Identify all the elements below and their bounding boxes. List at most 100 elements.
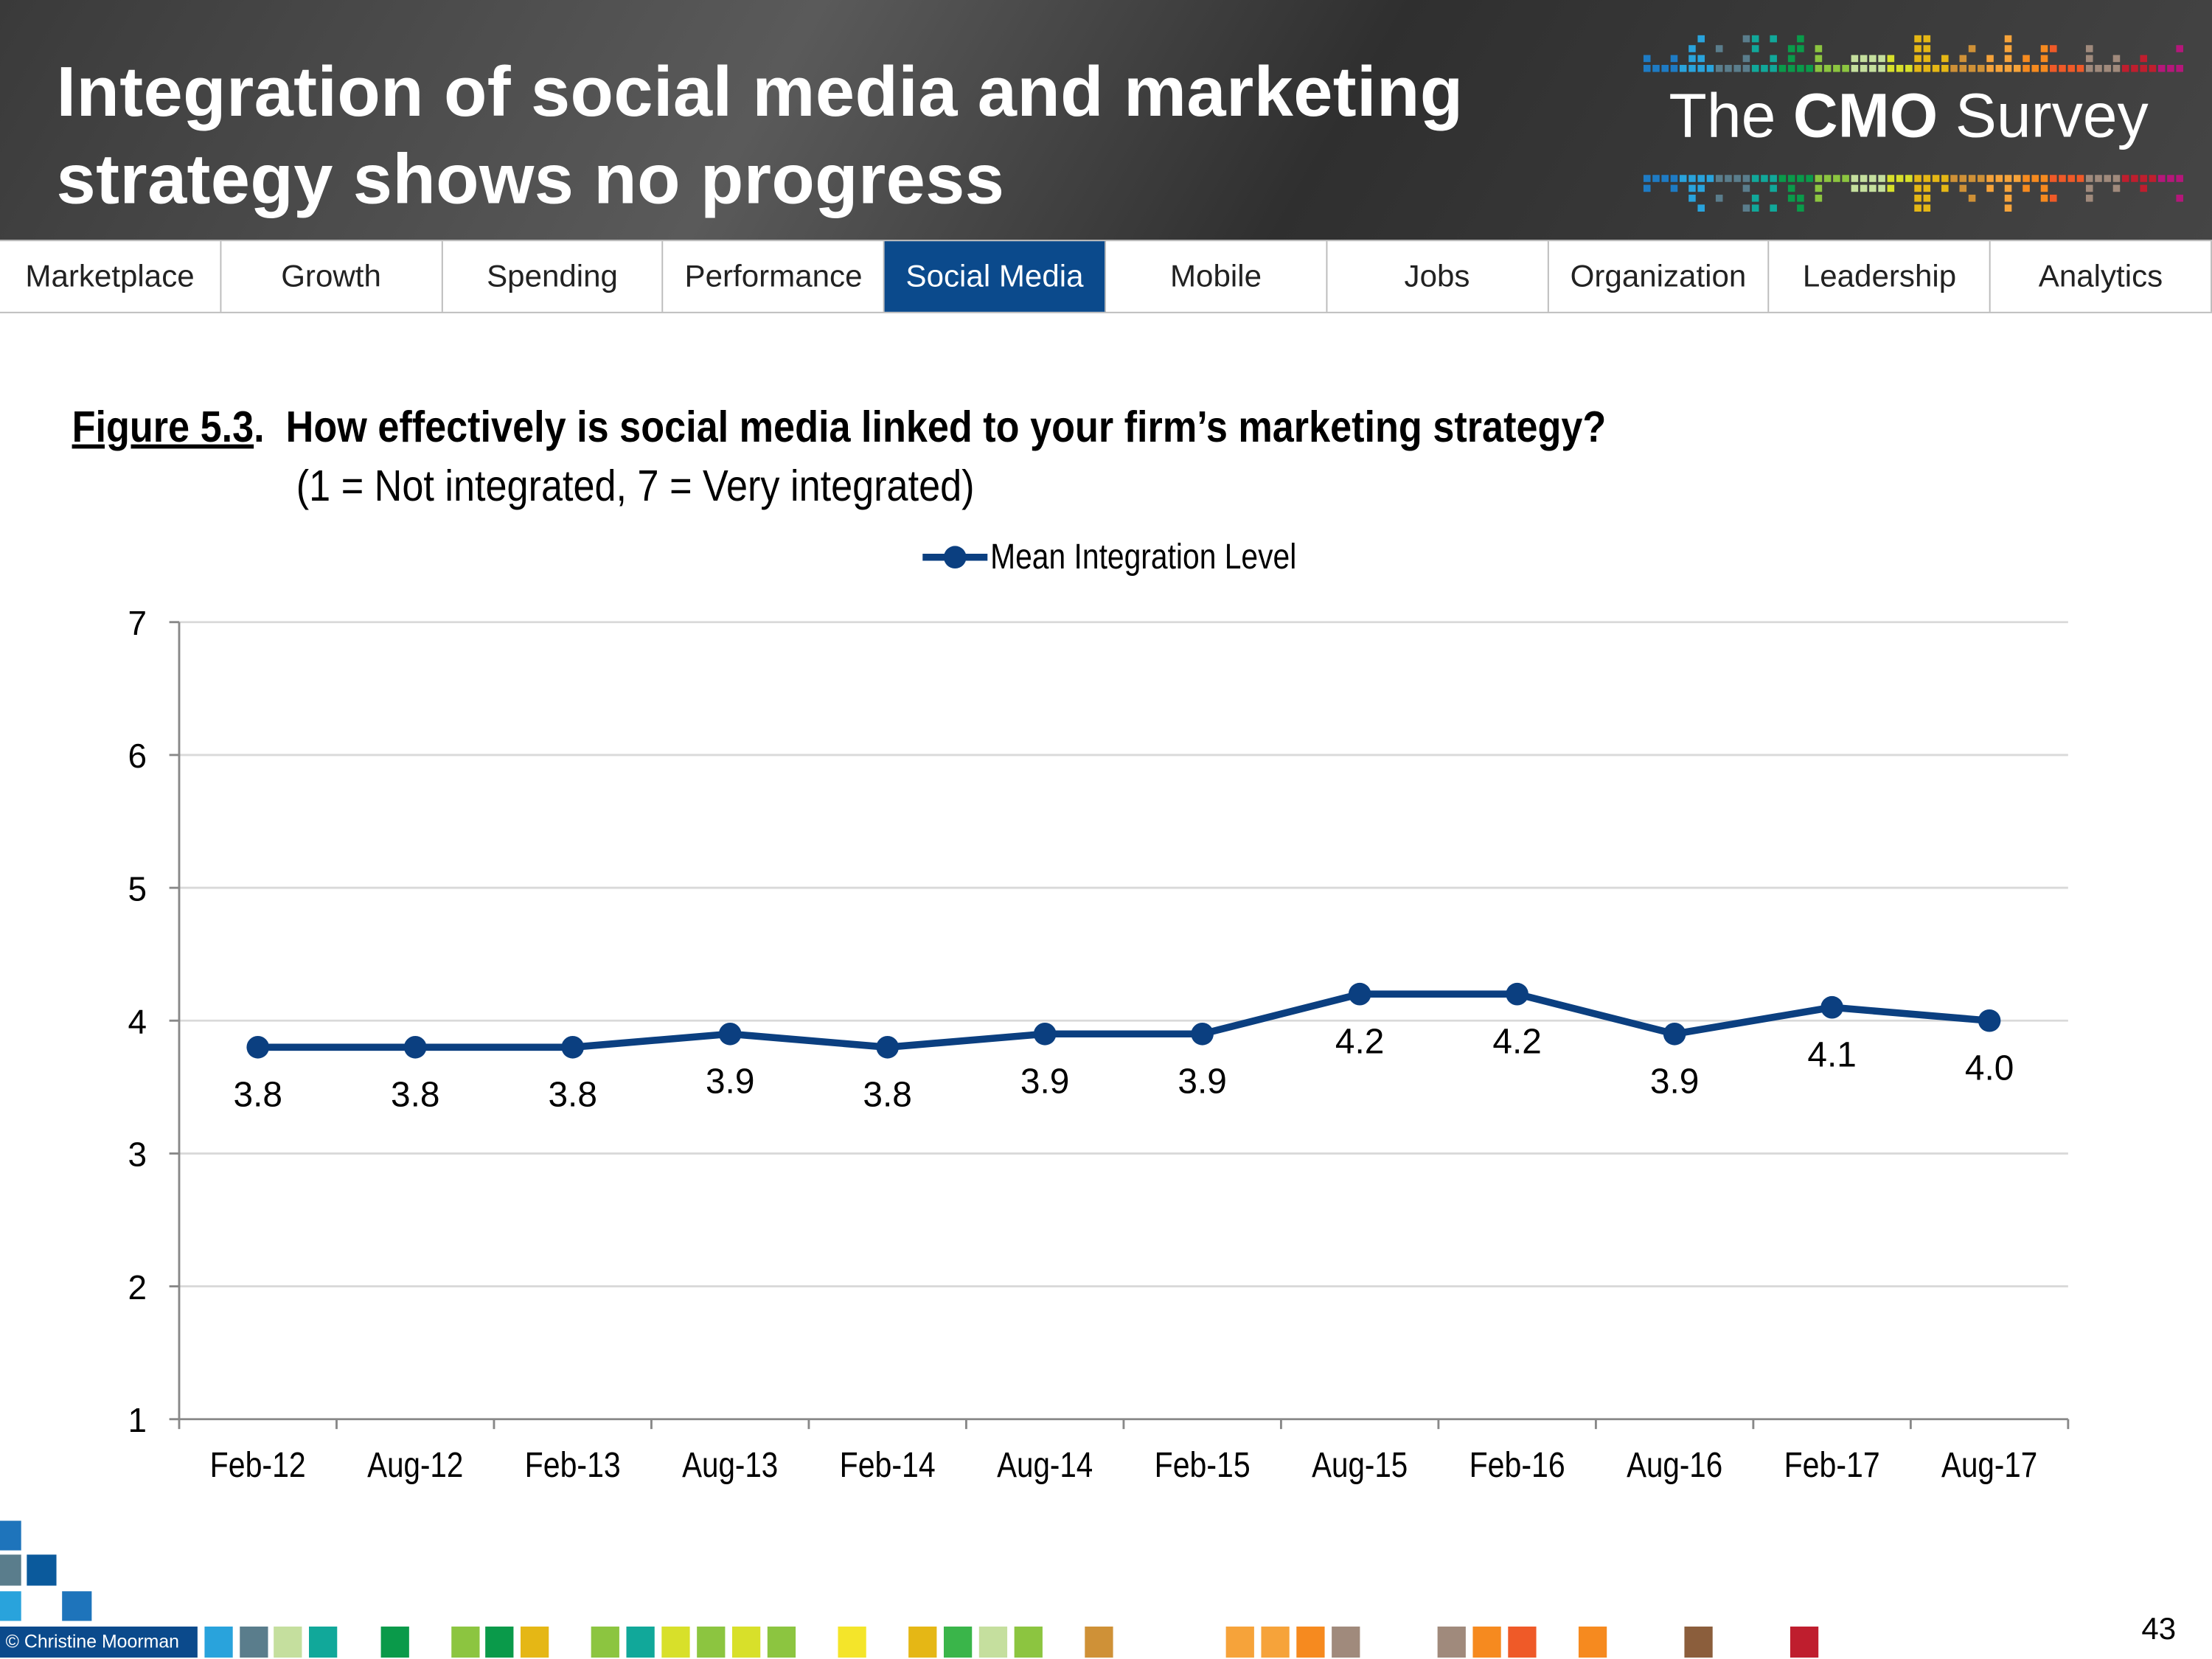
logo-pixel — [2049, 45, 2057, 52]
logo-pixel — [2112, 65, 2121, 72]
logo-pixel — [2040, 175, 2048, 182]
data-point — [1663, 1022, 1686, 1046]
logo-pixel — [1914, 55, 1921, 63]
logo-pixel — [2023, 55, 2030, 63]
logo-pixel — [2023, 65, 2030, 72]
decorative-square — [943, 1627, 973, 1658]
logo-pixel — [1688, 55, 1696, 63]
data-label: 3.9 — [706, 1062, 755, 1102]
x-tick-label: Feb-12 — [210, 1446, 306, 1485]
logo-pixel — [1742, 175, 1750, 182]
decorative-square — [1296, 1627, 1325, 1658]
logo-pixel — [1914, 175, 1921, 182]
decorative-square — [62, 1591, 92, 1621]
tab-marketplace[interactable]: Marketplace — [0, 241, 221, 312]
logo-pixel — [1770, 65, 1777, 72]
logo-pixel — [1787, 45, 1795, 52]
logo-pixel — [2067, 65, 2076, 72]
logo-pixel — [1833, 175, 1840, 182]
logo-pixel — [1986, 55, 1994, 63]
figure-question: How effectively is social media linked t… — [285, 402, 1607, 452]
logo-pixel — [2176, 175, 2183, 182]
data-label: 4.2 — [1335, 1023, 1385, 1062]
tab-jobs[interactable]: Jobs — [1327, 241, 1548, 312]
tab-organization[interactable]: Organization — [1548, 241, 1770, 312]
logo-pixel — [2112, 55, 2121, 63]
logo-pixel — [1797, 195, 1804, 202]
decorative-square — [591, 1627, 619, 1658]
logo-pixel — [2040, 45, 2048, 52]
decorative-square — [27, 1554, 57, 1586]
logo-pixel — [1778, 175, 1787, 182]
x-tick-label: Feb-14 — [840, 1446, 936, 1485]
logo-pixel — [1697, 65, 1705, 72]
logo-pixel — [1823, 175, 1832, 182]
logo-pixel — [2059, 175, 2066, 182]
decorative-square — [1508, 1627, 1537, 1658]
logo-pixel — [1697, 184, 1705, 192]
logo-pixel — [2112, 184, 2121, 192]
logo-pixel — [2004, 55, 2012, 63]
logo-pixel — [1697, 35, 1705, 43]
tab-spending[interactable]: Spending — [442, 241, 664, 312]
logo-pixel — [1643, 184, 1651, 192]
x-tick-label: Aug-12 — [367, 1446, 463, 1485]
logo-pixel — [2023, 184, 2030, 192]
decorative-square — [451, 1627, 480, 1658]
logo-pixel — [1978, 175, 1985, 182]
decorative-square — [697, 1627, 726, 1658]
logo-pixel — [2004, 184, 2012, 192]
data-label: 3.9 — [1178, 1062, 1227, 1102]
data-point — [1191, 1022, 1214, 1046]
decorative-square — [1578, 1627, 1607, 1658]
logo-pixel — [1778, 65, 1787, 72]
decorative-square — [1790, 1627, 1819, 1658]
decorative-square — [520, 1627, 549, 1658]
tab-mobile[interactable]: Mobile — [1106, 241, 1327, 312]
logo-pixel — [1878, 175, 1885, 182]
logo-pixel — [2104, 175, 2112, 182]
figure-title: Figure 5.3. How effectively is social me… — [72, 402, 1607, 452]
logo-pixel — [2049, 175, 2057, 182]
logo-pixel — [1950, 175, 1958, 182]
title-line-2: strategy shows no progress — [56, 139, 1005, 219]
logo-pixel — [1661, 175, 1669, 182]
header: Integration of social media and marketin… — [0, 0, 2212, 240]
tab-analytics[interactable]: Analytics — [1991, 241, 2212, 312]
x-tick-label: Aug-14 — [997, 1446, 1093, 1485]
logo-pixel — [2040, 65, 2048, 72]
logo-pixel — [1905, 65, 1913, 72]
decorative-square — [661, 1627, 690, 1658]
logo-pixel — [1742, 65, 1750, 72]
data-label: 3.8 — [548, 1076, 597, 1115]
logo-pixel — [1697, 204, 1705, 212]
logo-pixel — [1986, 65, 1994, 72]
logo-pixel — [1797, 204, 1804, 212]
x-tick-label: Feb-17 — [1784, 1446, 1880, 1485]
logo-pixel — [1751, 45, 1759, 52]
logo-pixel — [1652, 175, 1660, 182]
logo-pixel — [2004, 204, 2012, 212]
logo-pixel — [2014, 175, 2021, 182]
logo-pixel — [2067, 175, 2076, 182]
logo-pixel — [1725, 175, 1732, 182]
logo-pixel — [1670, 55, 1678, 63]
tab-social-media[interactable]: Social Media — [884, 241, 1106, 312]
tab-growth[interactable]: Growth — [221, 241, 442, 312]
x-tick-label: Aug-13 — [682, 1446, 778, 1485]
logo-pixel — [1815, 184, 1823, 192]
logo-pixel — [1715, 175, 1723, 182]
data-point — [246, 1035, 270, 1059]
tab-performance[interactable]: Performance — [664, 241, 885, 312]
logo-pixel — [1968, 175, 1976, 182]
x-tick-label: Aug-15 — [1312, 1446, 1408, 1485]
logo-pixel — [2095, 175, 2102, 182]
logo-pixel — [1679, 175, 1687, 182]
tab-leadership[interactable]: Leadership — [1770, 241, 1991, 312]
logo-pixel — [1860, 175, 1868, 182]
logo-pixel — [2031, 65, 2039, 72]
data-point — [561, 1035, 585, 1059]
line-chart: 1 2 3 4 5 6 7 Feb-12 Aug-12 Feb-13 Aug-13 Feb-14 Aug… — [128, 538, 2070, 1485]
logo-pixel — [1733, 175, 1741, 182]
logo-pixel — [1670, 65, 1678, 72]
